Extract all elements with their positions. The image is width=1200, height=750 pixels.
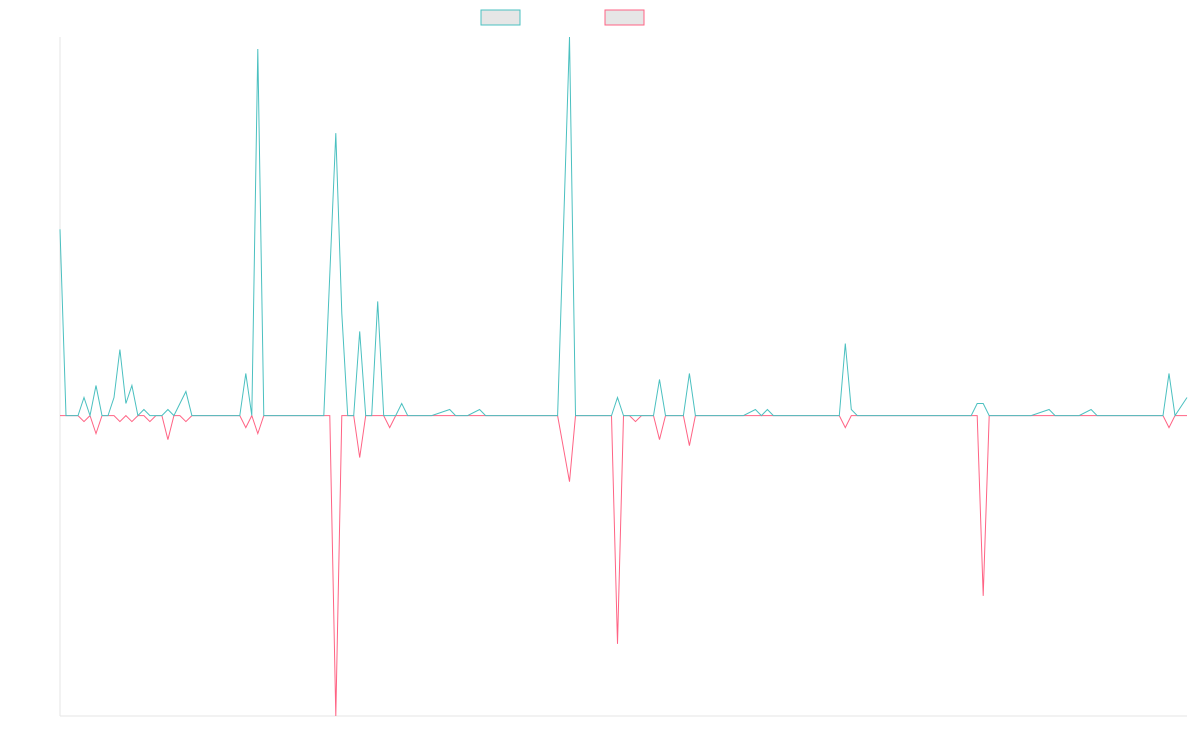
- legend: [480, 9, 645, 26]
- legend-swatch-2: [604, 9, 645, 26]
- axes: [59, 37, 1187, 717]
- series-layer: [59, 36, 1188, 717]
- series-2-line: [60, 414, 1187, 717]
- legend-swatch-1: [480, 9, 521, 26]
- series-1-line: [59, 36, 1188, 418]
